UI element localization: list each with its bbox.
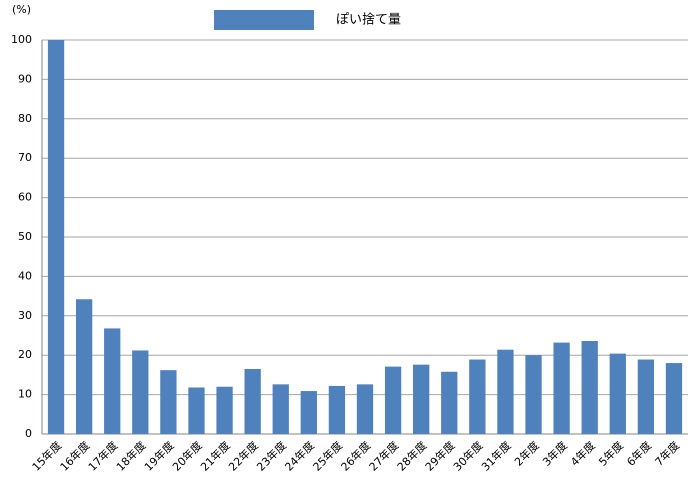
x-tick-label: 5年度 [596,438,626,468]
legend-label: ぽい捨て量 [336,12,401,28]
y-tick-label: 0 [25,427,32,440]
y-tick-label: 80 [18,112,32,125]
x-tick-label: 16年度 [57,438,92,473]
bar [300,391,317,434]
x-tick-label: 6年度 [624,438,654,468]
x-tick-label: 29年度 [422,438,457,473]
x-tick-label: 7年度 [652,438,682,468]
x-tick-label: 3年度 [539,438,569,468]
y-tick-label: 70 [18,151,32,164]
bar [47,40,65,434]
bar [216,386,233,434]
bar [525,355,542,434]
x-tick-label: 18年度 [113,438,148,473]
x-tick-label: 21年度 [197,438,232,473]
bar [441,371,458,434]
bar [553,342,570,434]
bar [75,299,93,434]
x-tick-label: 17年度 [85,438,120,473]
bar [469,359,486,434]
x-tick-label: 20年度 [169,438,204,473]
y-unit: (%) [12,3,31,16]
bar [160,370,177,434]
bar [665,363,683,434]
y-tick-label: 10 [18,388,32,401]
y-tick-label: 60 [18,191,32,204]
x-tick-label: 4年度 [568,438,598,468]
y-tick-label: 40 [18,269,32,282]
bar [497,349,514,434]
bar [132,350,149,434]
x-tick-label: 22年度 [226,438,261,473]
bar [272,384,289,434]
x-tick-label: 19年度 [141,438,176,473]
x-tick-label: 26年度 [338,438,373,473]
x-tick-label: 28年度 [394,438,429,473]
bar [609,353,626,434]
y-tick-label: 20 [18,348,32,361]
y-tick-label: 90 [18,72,32,85]
bar [104,328,121,434]
y-tick-label: 50 [18,230,32,243]
x-tick-label: 30年度 [450,438,485,473]
x-tick-label: 2年度 [511,438,541,468]
bar [356,384,374,434]
x-tick-label: 27年度 [366,438,401,473]
bar [581,341,598,434]
y-tick-label: 100 [11,33,32,46]
x-tick-label: 24年度 [282,438,317,473]
bar [188,387,205,434]
y-tick-label: 30 [18,309,32,322]
bar [637,359,655,434]
bar [244,368,261,434]
x-tick-label: 23年度 [254,438,289,473]
bar [384,366,402,434]
x-tick-label: 25年度 [310,438,345,473]
legend-swatch [214,10,314,30]
x-tick-label: 31年度 [478,438,513,473]
bar [328,385,346,434]
x-tick-label: 15年度 [29,438,64,473]
bar [413,364,430,434]
